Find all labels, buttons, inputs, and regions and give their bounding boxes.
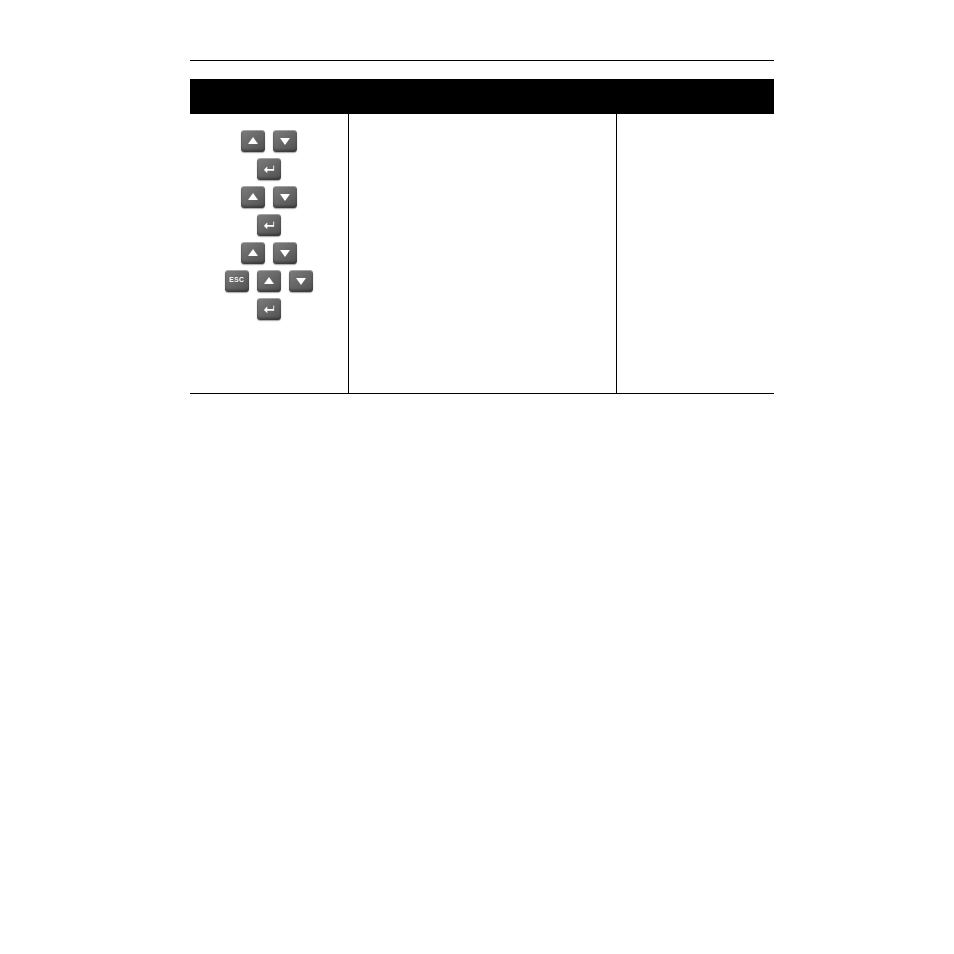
key-row — [196, 214, 342, 236]
up-arrow-key-icon — [241, 130, 265, 152]
key-row: ESC — [196, 270, 342, 292]
table-cell — [616, 113, 774, 393]
esc-key-icon: ESC — [225, 270, 249, 292]
up-arrow-key-icon — [257, 270, 281, 292]
enter-key-icon — [257, 214, 281, 236]
table-row: ESC — [190, 113, 774, 393]
table-header-row — [190, 79, 774, 113]
key-row — [196, 158, 342, 180]
key-row — [196, 186, 342, 208]
key-row — [196, 242, 342, 264]
up-arrow-key-icon — [241, 186, 265, 208]
key-sequence-cell: ESC — [190, 113, 348, 393]
enter-key-icon — [257, 158, 281, 180]
down-arrow-key-icon — [273, 130, 297, 152]
table-header-cell — [190, 79, 348, 113]
instruction-table: ESC — [190, 79, 774, 394]
down-arrow-key-icon — [273, 242, 297, 264]
table-header-cell — [348, 79, 616, 113]
table-header-cell — [616, 79, 774, 113]
down-arrow-key-icon — [289, 270, 313, 292]
key-row — [196, 298, 342, 320]
document-page: ESC — [0, 0, 954, 394]
down-arrow-key-icon — [273, 186, 297, 208]
up-arrow-key-icon — [241, 242, 265, 264]
table-cell — [348, 113, 616, 393]
key-row — [196, 130, 342, 152]
enter-key-icon — [257, 298, 281, 320]
top-horizontal-rule — [190, 60, 774, 61]
